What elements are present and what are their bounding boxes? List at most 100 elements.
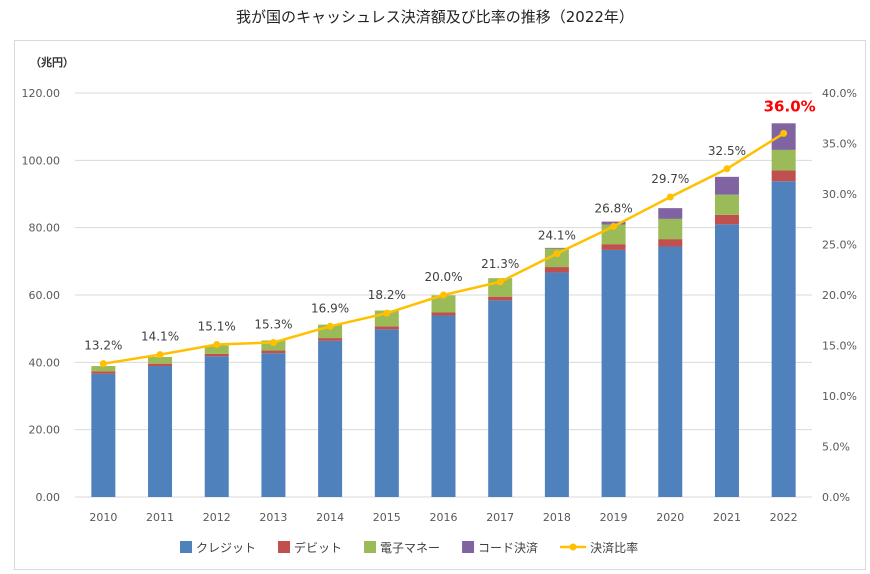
y2-tick-label: 25.0% [822, 239, 857, 252]
ratio-data-label: 16.9% [311, 301, 349, 315]
ratio-data-label: 21.3% [481, 257, 519, 271]
bar-デビット [601, 244, 626, 250]
y2-tick-label: 5.0% [822, 441, 850, 454]
legend-swatch [278, 541, 291, 553]
ratio-point [610, 222, 618, 230]
bar-デビット [488, 296, 513, 301]
ratio-data-label: 20.0% [424, 270, 462, 284]
legend-swatch [364, 541, 377, 553]
bar-デビット [714, 214, 739, 225]
bar-デビット [204, 353, 229, 357]
y-tick-label: 60.00 [29, 289, 61, 302]
x-tick-label: 2011 [146, 511, 174, 524]
y-tick-label: 100.00 [22, 154, 61, 167]
bar-クレジット [204, 356, 229, 497]
x-tick-label: 2018 [543, 511, 571, 524]
ratio-point [156, 351, 164, 359]
y-tick-label: 80.00 [29, 222, 61, 235]
y2-tick-label: 20.0% [822, 289, 857, 302]
bar-デビット [544, 267, 569, 273]
ratio-data-label: 29.7% [651, 172, 689, 186]
y2-tick-label: 35.0% [822, 138, 857, 151]
x-tick-label: 2021 [713, 511, 741, 524]
legend-label: 電子マネー [380, 541, 440, 555]
bar-クレジット [544, 272, 569, 497]
bar-クレジット [488, 300, 513, 497]
bar-クレジット [91, 373, 116, 497]
chart-title: 我が国のキャッシュレス決済額及び比率の推移（2022年） [236, 8, 634, 26]
bar-電子マネー [544, 248, 569, 268]
bar-クレジット [318, 340, 343, 497]
bar-デビット [431, 312, 456, 316]
bar-デビット [91, 371, 116, 374]
legend-swatch [180, 541, 192, 553]
bar-電子マネー [91, 366, 116, 372]
bar-クレジット [374, 329, 399, 497]
x-tick-label: 2016 [430, 511, 458, 524]
bar-電子マネー [771, 149, 796, 171]
bar-デビット [658, 239, 683, 247]
ratio-data-label: 36.0% [764, 97, 816, 115]
y2-tick-label: 0.0% [822, 491, 850, 504]
y-tick-label: 20.00 [29, 424, 61, 437]
ratio-data-label: 13.2% [84, 339, 122, 353]
y-tick-label: 40.00 [29, 356, 61, 369]
ratio-data-label: 24.1% [538, 229, 576, 243]
bar-デビット [374, 326, 399, 330]
y-axis-label: （兆円） [30, 55, 74, 69]
ratio-data-label: 14.1% [141, 330, 179, 344]
ratio-point [326, 322, 334, 330]
bar-クレジット [714, 224, 739, 498]
bar-デビット [318, 338, 343, 341]
legend-line-marker [569, 543, 577, 551]
bar-クレジット [771, 181, 796, 497]
ratio-point [99, 360, 107, 368]
x-tick-label: 2015 [373, 511, 401, 524]
x-tick-label: 2014 [316, 511, 344, 524]
y-tick-label: 0.00 [36, 491, 61, 504]
ratio-point [440, 291, 447, 299]
ratio-point [496, 278, 504, 286]
legend-swatch [462, 541, 475, 553]
bar-クレジット [431, 315, 456, 497]
bar-電子マネー [658, 218, 683, 240]
legend-label: デビット [294, 540, 342, 555]
x-tick-label: 2012 [203, 511, 231, 524]
bar-デビット [261, 350, 286, 354]
x-tick-label: 2022 [770, 511, 798, 524]
bar-電子マネー [714, 194, 739, 215]
y2-tick-label: 15.0% [822, 340, 857, 353]
bar-クレジット [148, 366, 173, 497]
chart-frame [14, 40, 866, 570]
ratio-data-label: 15.3% [254, 317, 292, 331]
y2-tick-label: 10.0% [822, 390, 857, 403]
bar-クレジット [261, 353, 286, 497]
y2-tick-label: 40.0% [822, 87, 857, 100]
ratio-data-label: 18.2% [368, 288, 406, 302]
bar-電子マネー [148, 356, 173, 364]
bar-デビット [771, 170, 796, 182]
y-tick-label: 120.00 [22, 87, 61, 100]
bar-コード決済 [544, 247, 569, 249]
ratio-data-label: 32.5% [708, 144, 746, 158]
ratio-point [723, 165, 731, 173]
ratio-point [780, 129, 788, 137]
ratio-point [666, 193, 674, 201]
legend-label: コード決済 [478, 540, 538, 555]
ratio-point [553, 250, 561, 258]
ratio-point [213, 340, 221, 348]
ratio-point [383, 309, 391, 317]
bar-電子マネー [431, 295, 456, 313]
bar-クレジット [658, 246, 683, 497]
ratio-point [269, 338, 277, 346]
x-tick-label: 2017 [486, 511, 514, 524]
legend-label: 決済比率 [590, 540, 638, 555]
x-tick-label: 2019 [600, 511, 628, 524]
bar-電子マネー [204, 345, 229, 354]
x-tick-label: 2013 [259, 511, 287, 524]
bar-デビット [148, 363, 173, 367]
y2-tick-label: 30.0% [822, 188, 857, 201]
bar-コード決済 [714, 176, 739, 195]
